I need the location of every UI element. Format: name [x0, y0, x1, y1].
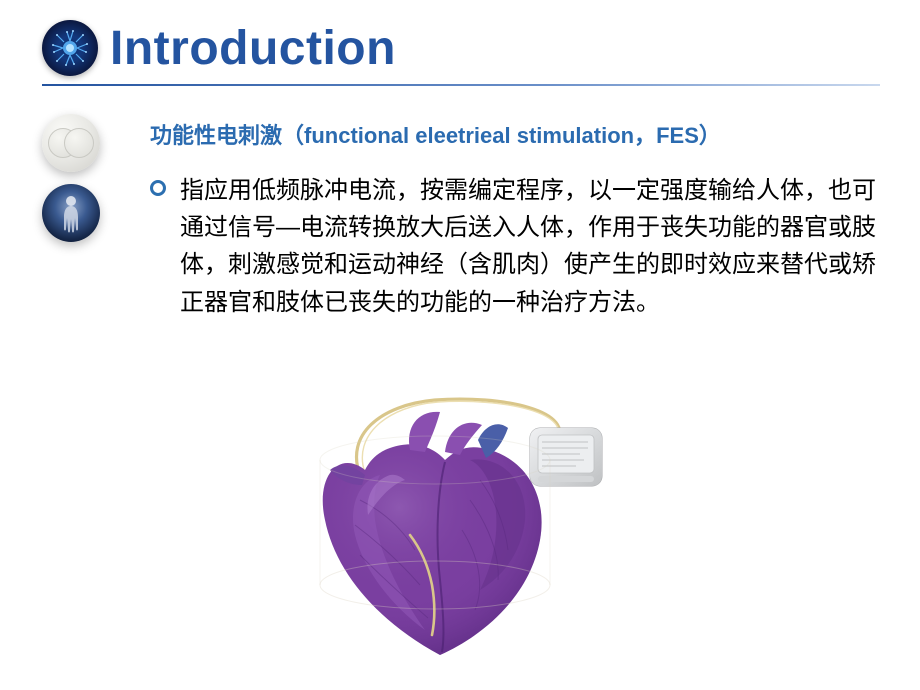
pills-icon	[42, 114, 100, 172]
subtitle-cn: 功能性电刺激（	[150, 123, 304, 148]
subtitle-en: functional eleetrieal stimulation，FES	[304, 123, 699, 148]
page-title: Introduction	[110, 21, 396, 76]
human-figure-icon	[42, 184, 100, 242]
subtitle: 功能性电刺激（functional eleetrieal stimulation…	[150, 118, 880, 150]
bullet-marker-icon	[150, 180, 166, 196]
neuron-icon	[42, 20, 98, 76]
subtitle-close: ）	[699, 123, 721, 148]
title-divider	[42, 84, 880, 86]
heart-pacemaker-illustration	[270, 380, 650, 670]
bullet-item: 指应用低频脉冲电流，按需编定程序，以一定强度输给人体，也可通过信号—电流转换放大…	[150, 172, 880, 321]
side-icons	[42, 114, 100, 242]
content-area: 功能性电刺激（functional eleetrieal stimulation…	[150, 118, 880, 321]
body-text: 指应用低频脉冲电流，按需编定程序，以一定强度输给人体，也可通过信号—电流转换放大…	[180, 172, 880, 321]
header: Introduction	[0, 0, 920, 76]
pacemaker-device	[530, 428, 602, 486]
